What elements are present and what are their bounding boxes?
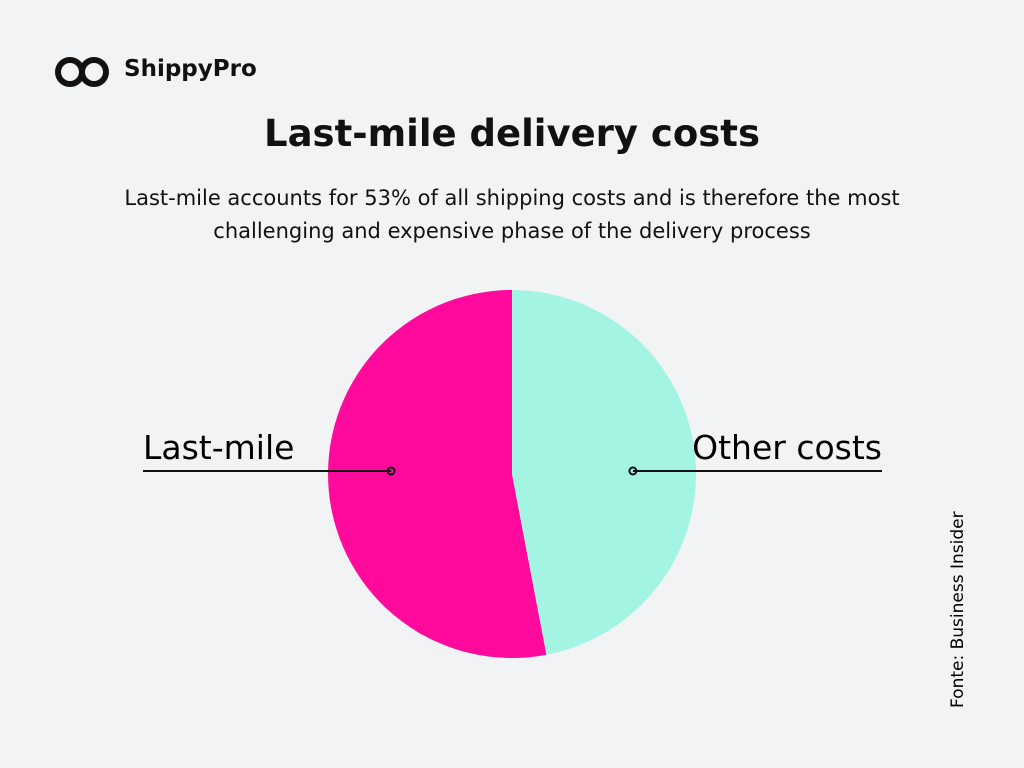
slice-label: Last-mile xyxy=(143,428,294,467)
logo-icon xyxy=(55,57,109,87)
source: Fonte: Business Insider xyxy=(948,511,968,708)
pie-slice xyxy=(512,290,696,655)
leader-dot xyxy=(386,466,396,476)
slice-label: Other costs xyxy=(692,428,882,467)
pie-slice xyxy=(327,290,547,658)
chart-subtitle: Last-mile accounts for 53% of all shippi… xyxy=(124,186,900,243)
leader-dot xyxy=(628,466,638,476)
chart-title: Last-mile delivery costs xyxy=(264,112,760,155)
brand: ShippyPro xyxy=(124,56,257,82)
